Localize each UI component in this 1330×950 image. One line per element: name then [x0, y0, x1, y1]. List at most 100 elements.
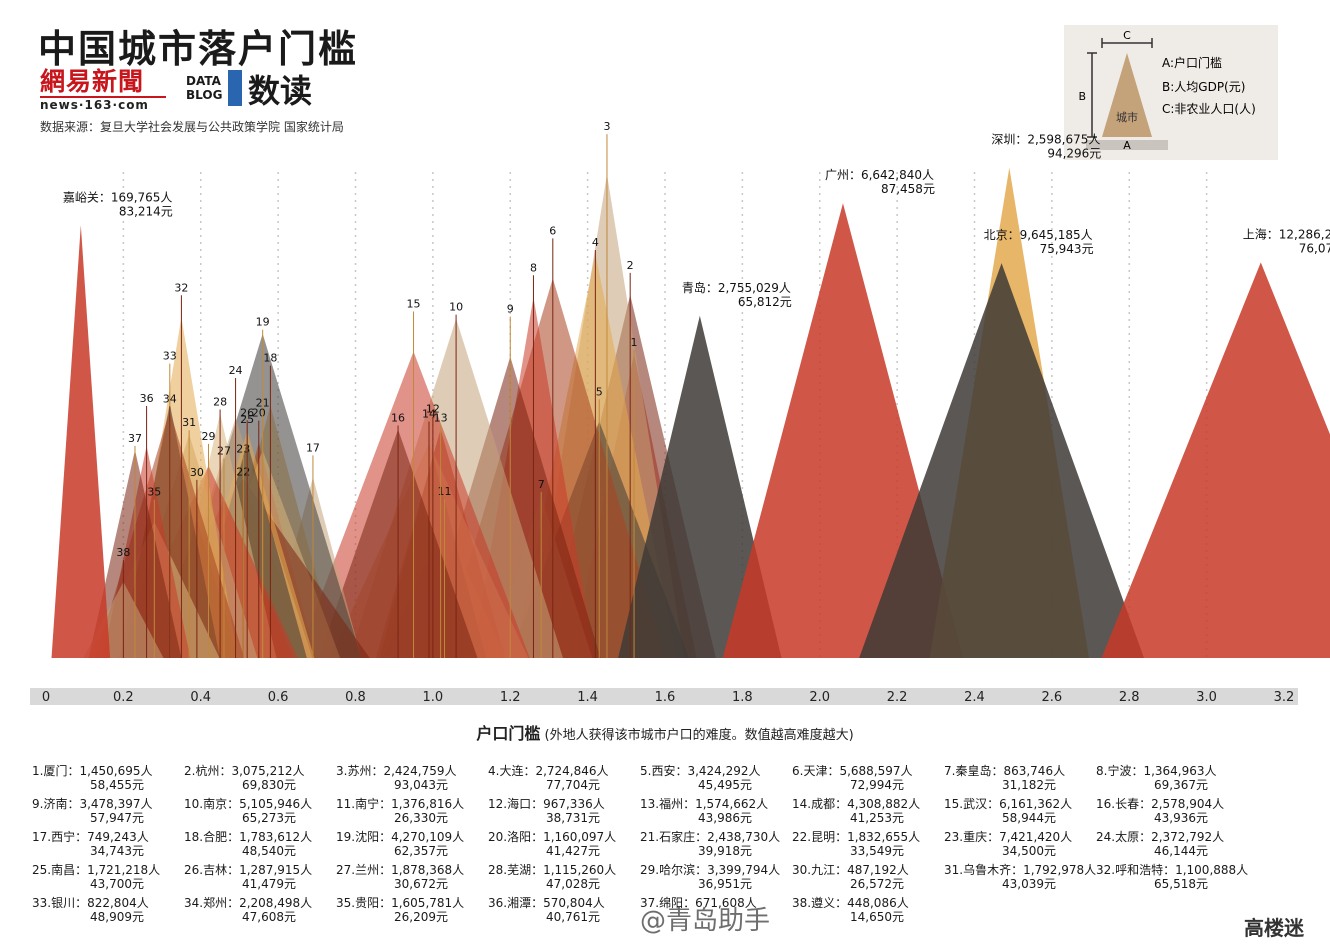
city-entry: 20.洛阳：1,160,097人 41,427元	[488, 830, 616, 858]
city-entry-label: 25.南昌：1,721,218人	[32, 863, 161, 877]
city-entry-gdp: 72,994元	[850, 778, 904, 792]
city-entry-gdp: 48,540元	[242, 844, 296, 858]
datablog-line1: DATA	[186, 74, 221, 88]
city-entry-gdp: 77,704元	[546, 778, 600, 792]
netease-news-logo: 網易新聞 news·163·com	[40, 68, 166, 112]
rank-label-23: 23	[236, 443, 250, 456]
rank-label-26: 26	[240, 406, 254, 419]
rank-label-13: 13	[434, 411, 448, 424]
city-entry: 22.昆明：1,832,655人 33,549元	[792, 830, 920, 858]
city-entry-label: 36.湘潭：570,804人	[488, 896, 605, 910]
city-entry-gdp: 47,028元	[546, 877, 600, 891]
featured-label-5: 上海：12,286,274人	[1243, 226, 1330, 241]
rank-label-8: 8	[530, 261, 537, 274]
x-tick-label: 1.8	[732, 690, 753, 705]
city-entry-label: 19.沈阳：4,270,109人	[336, 830, 465, 844]
city-entry: 10.南京：5,105,946人 65,273元	[184, 797, 312, 825]
netease-news-logo-name: 網易新聞	[40, 67, 145, 96]
city-entry-label: 21.石家庄：2,438,730人	[640, 830, 781, 844]
city-entry-gdp: 69,830元	[242, 778, 296, 792]
city-entry: 29.哈尔滨：3,399,794人 36,951元	[640, 863, 780, 891]
city-entry-gdp: 69,367元	[1154, 778, 1208, 792]
x-tick-label: 0.8	[345, 690, 366, 705]
city-entry-label: 26.吉林：1,287,915人	[184, 863, 313, 877]
city-entry-label: 9.济南：3,478,397人	[32, 797, 153, 811]
city-entry: 6.天津：5,688,597人 72,994元	[792, 764, 913, 792]
city-entry: 37.绵阳：671,608人	[640, 896, 757, 910]
rank-label-35: 35	[147, 486, 161, 499]
city-entry-label: 13.福州：1,574,662人	[640, 797, 769, 811]
city-entry: 14.成都：4,308,882人 41,253元	[792, 797, 920, 825]
rank-label-3: 3	[603, 120, 610, 133]
city-entry: 21.石家庄：2,438,730人 39,918元	[640, 830, 780, 858]
city-entry: 28.芜湖：1,115,260人 47,028元	[488, 863, 616, 891]
city-entry-gdp: 34,500元	[1002, 844, 1056, 858]
rank-label-17: 17	[306, 441, 320, 454]
x-tick-label: 1.2	[500, 690, 521, 705]
featured-gdp-3: 94,296元	[1047, 147, 1101, 161]
city-entry: 2.杭州：3,075,212人 69,830元	[184, 764, 305, 792]
rank-label-14: 14	[422, 407, 436, 420]
x-tick-label: 1.0	[423, 690, 444, 705]
city-entry-label: 20.洛阳：1,160,097人	[488, 830, 617, 844]
city-entry-gdp: 41,427元	[546, 844, 600, 858]
city-entry: 30.九江：487,192人 26,572元	[792, 863, 909, 891]
city-entry-gdp: 26,330元	[394, 811, 448, 825]
city-entry: 8.宁波：1,364,963人 69,367元	[1096, 764, 1217, 792]
city-entry-gdp: 43,936元	[1154, 811, 1208, 825]
rank-label-33: 33	[163, 350, 177, 363]
x-tick-label: 2.8	[1119, 690, 1140, 705]
city-entry-label: 35.贵阳：1,605,781人	[336, 896, 465, 910]
city-entry: 16.长春：2,578,904人 43,936元	[1096, 797, 1224, 825]
featured-label-0: 嘉峪关：169,765人	[63, 190, 173, 204]
featured-gdp-5: 76,074元	[1299, 241, 1330, 255]
city-entry-gdp: 93,043元	[394, 778, 448, 792]
featured-triangle-5	[1101, 262, 1330, 658]
city-entry: 13.福州：1,574,662人 43,986元	[640, 797, 768, 825]
featured-gdp-2: 87,458元	[881, 182, 935, 196]
city-entry: 12.海口：967,336人 38,731元	[488, 797, 605, 825]
city-entry-label: 18.合肥：1,783,612人	[184, 830, 313, 844]
city-entry-gdp: 33,549元	[850, 844, 904, 858]
legend-b-label: B:人均GDP(元)	[1162, 80, 1245, 94]
city-entry-gdp: 47,608元	[242, 910, 296, 924]
x-tick-label: 1.6	[655, 690, 676, 705]
city-entry: 33.银川：822,804人 48,909元	[32, 896, 149, 924]
city-entry-label: 27.兰州：1,878,368人	[336, 863, 465, 877]
datablog-logo-bar	[228, 70, 242, 106]
legend-a-bar	[1086, 140, 1168, 150]
city-entry: 32.呼和浩特：1,100,888人 65,518元	[1096, 863, 1248, 891]
legend-triangle-text: 城市	[1116, 110, 1138, 124]
city-entry-gdp: 38,731元	[546, 811, 600, 825]
data-source: 数据来源：复旦大学社会发展与公共政策学院 国家统计局	[40, 120, 344, 134]
city-entry-label: 28.芜湖：1,115,260人	[488, 863, 617, 877]
city-entry-label: 37.绵阳：671,608人	[640, 896, 757, 910]
city-entry-gdp: 36,951元	[698, 877, 752, 891]
datablog-logo: DATA BLOG	[186, 70, 242, 106]
x-tick-label: 1.4	[577, 690, 598, 705]
rank-label-4: 4	[592, 236, 599, 249]
x-axis-note: (外地人获得该市城市户口的难度。数值越高难度越大)	[544, 728, 854, 743]
featured-gdp-0: 83,214元	[119, 204, 173, 218]
featured-label-2: 广州：6,642,840人	[825, 168, 934, 182]
featured-triangle-1	[618, 315, 782, 658]
city-entry-gdp: 31,182元	[1002, 778, 1056, 792]
city-entry-label: 34.郑州：2,208,498人	[184, 896, 313, 910]
x-axis-ticks: 0 0.2 0.4 0.6 0.8 1.0 1.2 1.4 1.6 1.8 2.0 2.2 2.4 2.6…	[42, 690, 1294, 705]
x-axis-title: 户口门槛	[476, 724, 541, 743]
featured-label-1: 青岛：2,755,029人	[682, 280, 791, 295]
city-entry-label: 4.大连：2,724,846人	[488, 764, 609, 778]
rank-label-2: 2	[627, 259, 634, 272]
rank-label-36: 36	[140, 392, 154, 405]
rank-label-27: 27	[217, 445, 231, 458]
rank-label-30: 30	[190, 466, 204, 479]
x-tick-label: 0.6	[268, 690, 289, 705]
city-entry: 18.合肥：1,783,612人 48,540元	[184, 830, 312, 858]
city-entry: 4.大连：2,724,846人 77,704元	[488, 764, 609, 792]
city-entry-gdp: 30,672元	[394, 877, 448, 891]
city-entry-gdp: 58,455元	[90, 778, 144, 792]
city-entry-label: 32.呼和浩特：1,100,888人	[1096, 863, 1249, 877]
city-entry-label: 6.天津：5,688,597人	[792, 764, 913, 778]
legend-triangle	[1102, 53, 1152, 137]
city-entry: 27.兰州：1,878,368人 30,672元	[336, 863, 464, 891]
